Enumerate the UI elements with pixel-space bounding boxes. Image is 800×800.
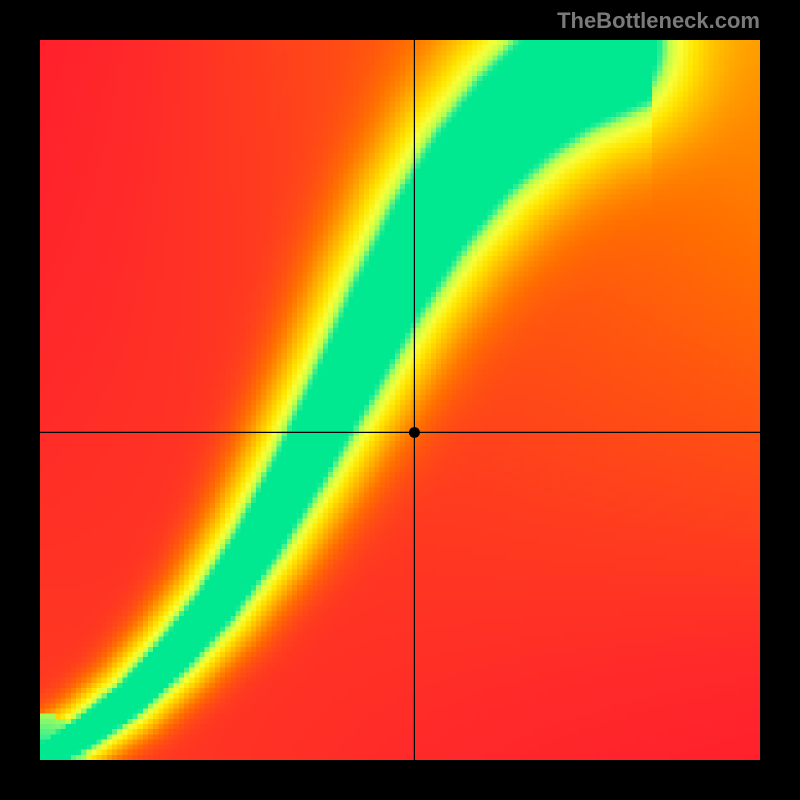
chart-container: TheBottleneck.com bbox=[0, 0, 800, 800]
overlay-canvas bbox=[0, 0, 800, 800]
watermark-text: TheBottleneck.com bbox=[557, 8, 760, 34]
